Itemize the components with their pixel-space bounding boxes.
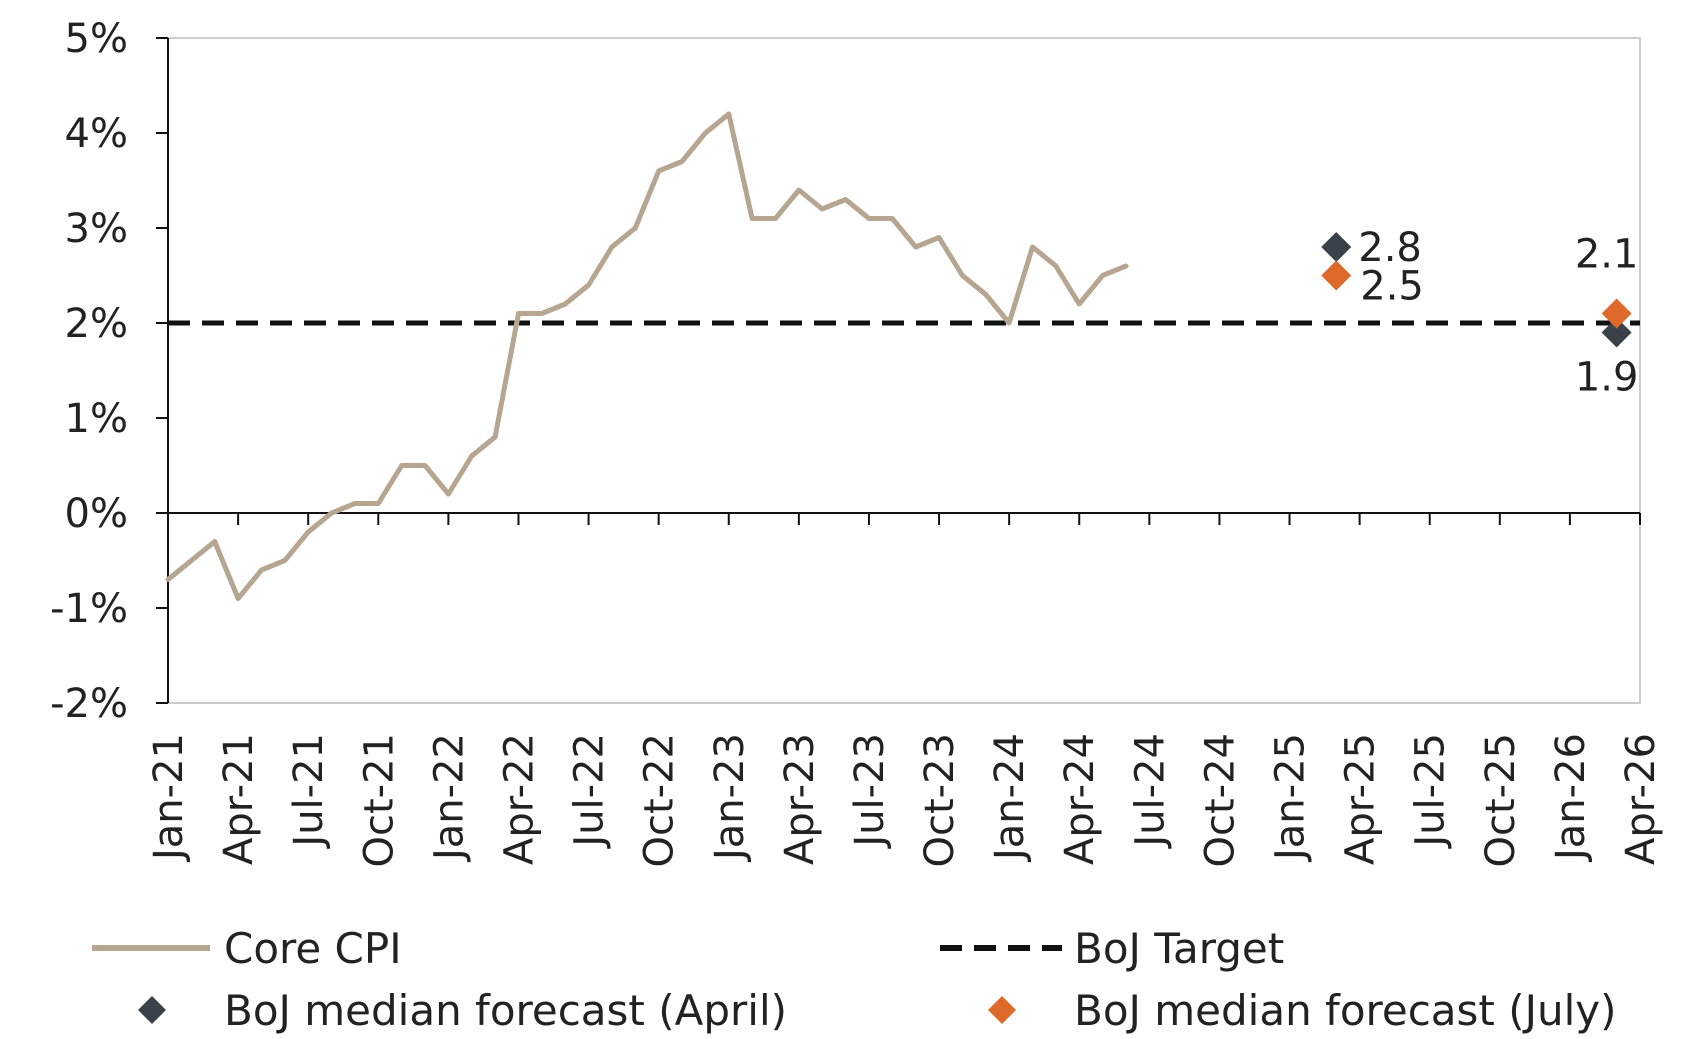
y-tick-label: 0% (65, 491, 128, 537)
x-tick-label: Apr-21 (216, 733, 262, 865)
x-tick-label: Jan-23 (707, 733, 753, 863)
x-tick-label: Oct-21 (356, 733, 402, 868)
x-tick-label: Oct-24 (1197, 733, 1243, 868)
core-cpi-line (165, 111, 1129, 601)
forecast-data-label: 1.9 (1575, 355, 1639, 401)
legend-core-cpi-label: Core CPI (224, 924, 402, 973)
x-tick-label: Jan-22 (426, 733, 472, 863)
y-tick-label: 1% (65, 396, 128, 442)
x-tick-label: Apr-26 (1618, 733, 1664, 865)
x-tick-label: Apr-22 (496, 733, 542, 865)
x-tick-label: Apr-25 (1338, 733, 1384, 865)
legend-april-forecast-marker (138, 996, 166, 1024)
y-tick-label: -2% (50, 681, 128, 727)
x-tick-label: Jul-23 (847, 733, 893, 850)
core-cpi-group (165, 111, 1129, 601)
x-tick-label: Jan-26 (1548, 733, 1594, 863)
legend-boj-target-label: BoJ Target (1074, 924, 1284, 973)
x-tick-label: Oct-23 (917, 733, 963, 868)
legend: Core CPI BoJ Target BoJ median forecast … (92, 924, 1617, 1035)
x-tick-label: Jan-21 (146, 733, 192, 863)
legend-july-forecast-label: BoJ median forecast (July) (1074, 986, 1617, 1035)
x-axis: Jan-21 Apr-21 Jul-21 Oct-21 Jan-22 Apr-22 Jul-… (146, 513, 1664, 868)
y-tick-label: 5% (65, 16, 128, 62)
forecast-data-label: 2.1 (1575, 232, 1639, 278)
x-tick-label: Oct-25 (1478, 733, 1524, 868)
x-tick-label: Oct-22 (637, 733, 683, 868)
forecast-data-label: 2.5 (1360, 264, 1424, 310)
y-tick-label: -1% (50, 586, 128, 632)
x-tick-label: Jul-21 (286, 733, 332, 850)
forecast-data-label: 2.8 (1358, 225, 1422, 271)
x-tick-label: Jul-22 (567, 733, 613, 850)
forecast-marker-april (1601, 317, 1632, 348)
x-tick-label: Apr-23 (777, 733, 823, 865)
legend-july-forecast-marker (988, 996, 1016, 1024)
forecast-marker-july (1321, 260, 1352, 291)
forecast-marker-april (1321, 232, 1352, 262)
plot-frame (167, 37, 1641, 704)
x-tick-label: Jan-25 (1268, 733, 1314, 863)
x-tick-label: Jul-24 (1127, 733, 1173, 850)
forecast-marker-july (1601, 298, 1632, 329)
y-axis: 5% 4% 3% 2% 1% 0% -1% -2% (50, 16, 168, 727)
y-tick-label: 3% (65, 206, 128, 252)
x-tick-label: Apr-24 (1057, 733, 1103, 865)
forecast-group: 2.8 1.9 2.5 2.1 (1321, 225, 1638, 401)
plot-border (167, 37, 1641, 704)
y-tick-label: 2% (65, 301, 128, 347)
y-tick-label: 4% (65, 111, 128, 157)
x-tick-label: Jan-24 (987, 733, 1033, 863)
legend-april-forecast-label: BoJ median forecast (April) (224, 986, 787, 1035)
x-tick-label: Jul-25 (1408, 733, 1454, 850)
